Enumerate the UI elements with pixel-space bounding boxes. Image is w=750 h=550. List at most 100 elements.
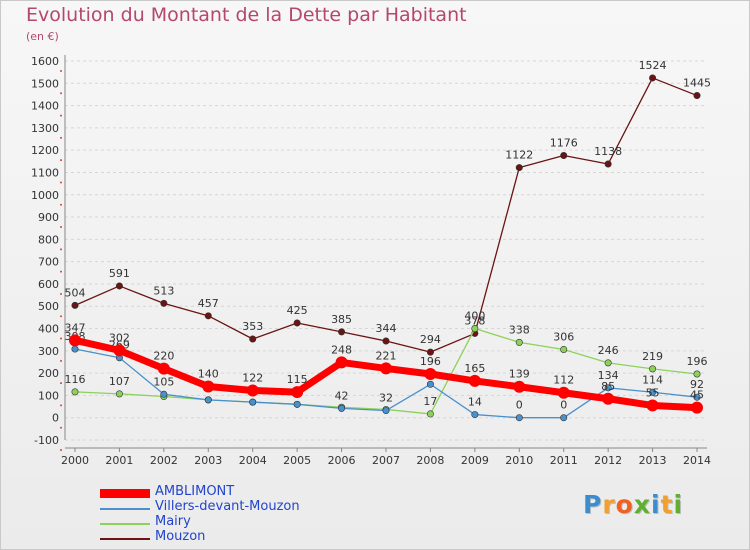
data-point: [646, 399, 659, 412]
y-tick-label: 200: [38, 367, 59, 380]
series-line: [74, 77, 698, 353]
y-tick-label: 1100: [31, 166, 59, 179]
data-label: 347: [65, 321, 86, 334]
data-point: [471, 325, 479, 333]
data-point: [380, 362, 392, 375]
y-tick-label: 1500: [31, 77, 59, 90]
data-point: [113, 344, 126, 357]
y-minor-tick: [60, 248, 62, 251]
data-point: [293, 319, 301, 327]
y-minor-tick: [60, 114, 62, 117]
data-label: 32: [379, 392, 393, 405]
data-label: 219: [642, 350, 663, 363]
data-label: 85: [601, 380, 615, 393]
data-point: [515, 338, 523, 346]
data-label: 196: [420, 355, 441, 368]
x-tick-label: 2011: [550, 454, 578, 467]
y-minor-tick: [60, 404, 62, 407]
logo-letter: t: [660, 490, 674, 519]
data-label: 400: [464, 310, 485, 323]
data-point: [693, 370, 701, 378]
y-tick-label: 600: [38, 278, 59, 291]
legend-label: Mairy: [155, 514, 191, 529]
data-label: 114: [642, 373, 663, 386]
y-minor-tick: [60, 292, 62, 295]
data-label: 338: [509, 323, 530, 336]
y-minor-tick: [60, 181, 62, 184]
data-point: [291, 386, 304, 399]
x-tick-label: 2007: [372, 454, 400, 467]
data-label: 196: [687, 355, 708, 368]
data-point: [693, 92, 701, 100]
x-tick-label: 2012: [594, 454, 622, 467]
data-point: [335, 356, 348, 369]
data-point: [471, 411, 479, 419]
data-label: 140: [198, 367, 219, 380]
y-minor-tick: [60, 203, 62, 206]
data-label: 294: [420, 333, 441, 346]
data-point: [515, 414, 523, 422]
data-label: 55: [646, 386, 660, 399]
data-label: 306: [553, 330, 574, 343]
y-tick-label: 1000: [31, 189, 59, 202]
legend-swatch: [100, 523, 150, 525]
chart-subtitle: (en €): [26, 30, 59, 43]
y-tick-label: 900: [38, 211, 59, 224]
logo-letter: x: [633, 490, 651, 519]
data-label: 42: [335, 389, 349, 402]
data-point: [649, 365, 657, 373]
legend-swatch: [100, 489, 150, 498]
data-point: [293, 400, 301, 408]
data-label: 513: [153, 284, 174, 297]
x-tick-label: 2005: [283, 454, 311, 467]
data-label: 17: [423, 395, 437, 408]
y-minor-tick: [60, 92, 62, 95]
data-point: [204, 312, 212, 320]
y-minor-tick: [60, 136, 62, 139]
data-point: [160, 299, 168, 307]
data-label: 1524: [639, 59, 667, 72]
data-label: 504: [65, 286, 86, 299]
data-label: 220: [153, 350, 174, 363]
x-tick-label: 2003: [194, 454, 222, 467]
data-label: 344: [376, 322, 397, 335]
y-minor-tick: [60, 359, 62, 362]
y-minor-tick: [60, 70, 62, 72]
data-point: [246, 384, 259, 397]
data-point: [204, 396, 212, 404]
data-label: 134: [598, 369, 619, 382]
data-label: 105: [153, 375, 174, 388]
y-tick-label: 0: [52, 412, 59, 425]
x-tick-label: 2008: [416, 454, 444, 467]
data-point: [604, 160, 612, 168]
y-minor-tick: [60, 426, 62, 429]
logo-letter: r: [602, 490, 616, 519]
y-tick-label: 800: [38, 233, 59, 246]
data-label: 92: [690, 378, 704, 391]
y-tick-label: 1200: [31, 144, 59, 157]
data-point: [513, 380, 526, 393]
data-label: 115: [287, 373, 308, 386]
y-tick-label: 1300: [31, 122, 59, 135]
data-label: 165: [464, 362, 485, 375]
data-label: 0: [516, 399, 523, 412]
data-point: [693, 393, 701, 401]
y-minor-tick: [60, 270, 62, 273]
y-minor-tick: [60, 159, 62, 162]
data-point: [157, 362, 170, 375]
data-point: [160, 390, 168, 398]
y-tick-label: 100: [38, 389, 59, 402]
data-label: 122: [242, 372, 263, 385]
y-minor-tick: [60, 226, 62, 229]
data-label: 457: [198, 297, 219, 310]
data-label: 0: [560, 399, 567, 412]
y-tick-label: 700: [38, 256, 59, 269]
x-tick-label: 2002: [150, 454, 178, 467]
data-label: 591: [109, 267, 130, 280]
data-label: 1138: [594, 145, 622, 158]
data-point: [382, 407, 390, 415]
y-tick-label: 1600: [31, 55, 59, 68]
x-tick-label: 2000: [61, 454, 89, 467]
data-label: 425: [287, 304, 308, 317]
x-tick-label: 2013: [639, 454, 667, 467]
